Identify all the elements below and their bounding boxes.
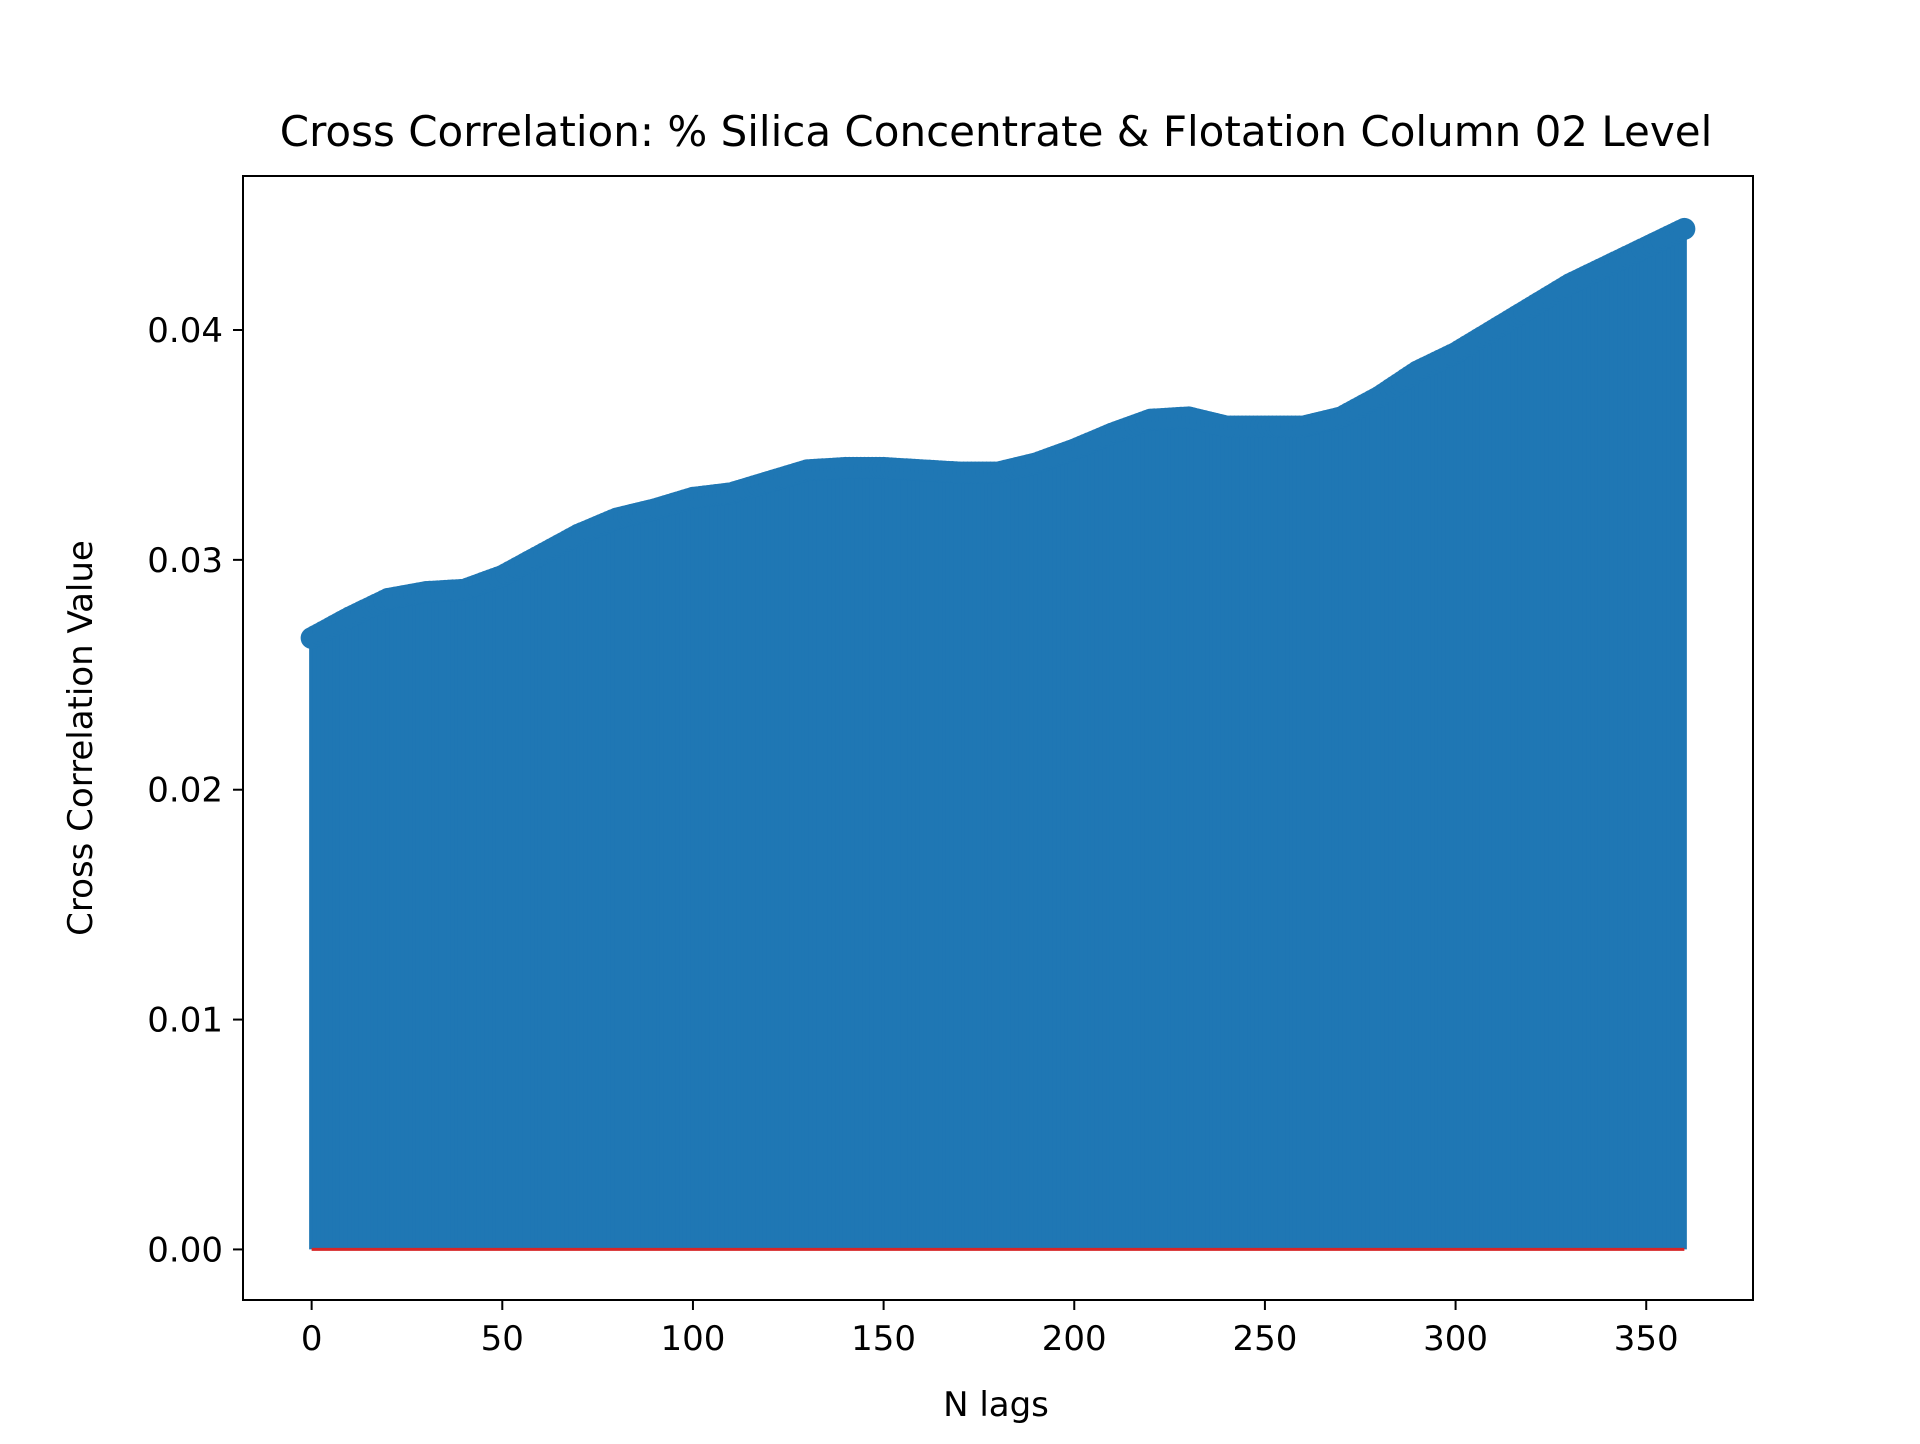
y-axis-label: Cross Correlation Value — [61, 540, 101, 936]
stem-marker — [1673, 217, 1696, 240]
x-tick-label: 50 — [481, 1319, 524, 1359]
y-tick-label: 0.04 — [147, 311, 223, 351]
x-tick-label: 300 — [1423, 1319, 1488, 1359]
y-tick-label: 0.01 — [147, 1001, 223, 1041]
y-tick-label: 0.02 — [147, 771, 223, 811]
x-tick-label: 100 — [660, 1319, 725, 1359]
y-ticks: 0.00 0.01 0.02 0.03 0.04 — [147, 311, 243, 1270]
chart-title: Cross Correlation: % Silica Concentrate … — [280, 107, 1713, 156]
stems-layer — [309, 228, 1687, 1250]
x-ticks: 0 50 100 150 200 250 300 350 — [301, 1300, 1679, 1359]
x-axis-label: N lags — [943, 1385, 1049, 1425]
y-tick-label: 0.03 — [147, 541, 223, 581]
y-tick-label: 0.00 — [147, 1230, 223, 1270]
x-tick-label: 0 — [301, 1319, 323, 1359]
plot-frame — [242, 175, 1754, 1301]
x-tick-label: 200 — [1042, 1319, 1107, 1359]
x-tick-label: 150 — [851, 1319, 916, 1359]
x-tick-label: 350 — [1614, 1319, 1679, 1359]
markers-layer — [300, 217, 1696, 650]
x-tick-label: 250 — [1232, 1319, 1297, 1359]
